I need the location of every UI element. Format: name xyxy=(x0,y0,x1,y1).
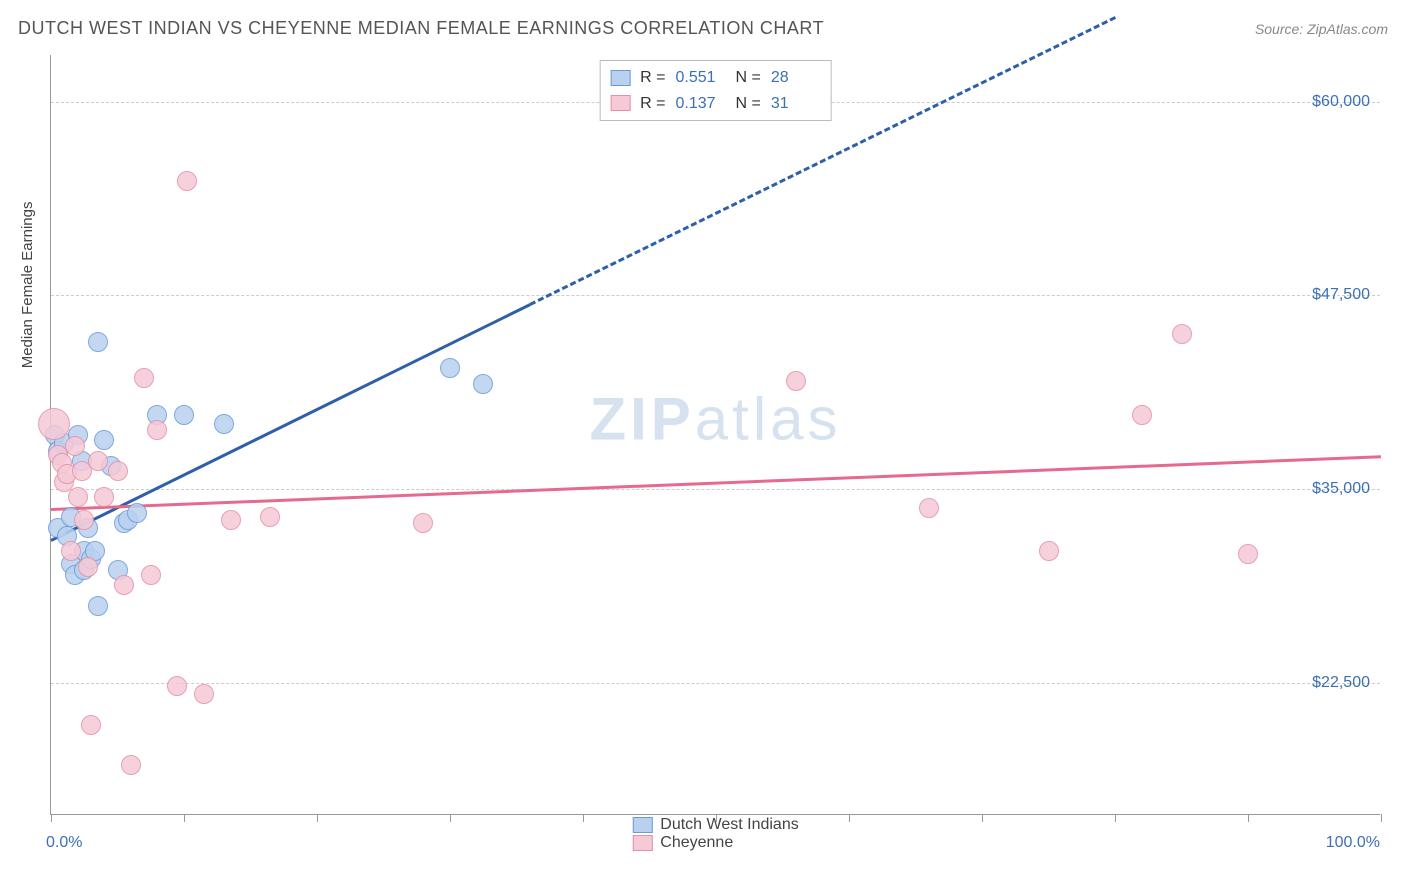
scatter-point-dwi xyxy=(473,374,493,394)
x-tick xyxy=(450,814,451,822)
legend-swatch xyxy=(610,70,630,86)
scatter-point-chy xyxy=(94,487,114,507)
legend-series: Dutch West IndiansCheyenne xyxy=(632,816,798,852)
plot-area: Median Female Earnings ZIPatlas $22,500$… xyxy=(50,55,1380,815)
y-tick-label: $60,000 xyxy=(1312,93,1370,111)
source-label: Source: ZipAtlas.com xyxy=(1255,21,1388,37)
n-value: 31 xyxy=(771,91,821,117)
scatter-point-chy xyxy=(167,676,187,696)
scatter-point-chy xyxy=(121,755,141,775)
scatter-point-chy xyxy=(65,436,85,456)
r-label: R = xyxy=(640,65,665,91)
legend-series-label: Cheyenne xyxy=(660,834,733,852)
scatter-point-chy xyxy=(221,510,241,530)
scatter-point-chy xyxy=(919,498,939,518)
scatter-point-chy xyxy=(74,510,94,530)
scatter-point-chy xyxy=(786,371,806,391)
scatter-point-chy xyxy=(81,715,101,735)
scatter-point-dwi xyxy=(88,332,108,352)
x-tick xyxy=(317,814,318,822)
scatter-point-chy xyxy=(114,575,134,595)
n-label: N = xyxy=(736,91,761,117)
scatter-point-chy xyxy=(134,368,154,388)
n-label: N = xyxy=(736,65,761,91)
scatter-point-chy xyxy=(194,684,214,704)
scatter-point-chy xyxy=(38,408,70,440)
scatter-point-chy xyxy=(108,461,128,481)
legend-swatch xyxy=(632,817,652,833)
title-bar: DUTCH WEST INDIAN VS CHEYENNE MEDIAN FEM… xyxy=(18,18,1388,39)
scatter-point-chy xyxy=(177,171,197,191)
r-label: R = xyxy=(640,91,665,117)
scatter-point-chy xyxy=(147,420,167,440)
scatter-point-chy xyxy=(1132,405,1152,425)
y-tick-label: $22,500 xyxy=(1312,674,1370,692)
y-tick-label: $35,000 xyxy=(1312,480,1370,498)
scatter-point-dwi xyxy=(174,405,194,425)
x-tick xyxy=(849,814,850,822)
chart-title: DUTCH WEST INDIAN VS CHEYENNE MEDIAN FEM… xyxy=(18,18,824,39)
y-tick-label: $47,500 xyxy=(1312,286,1370,304)
scatter-point-dwi xyxy=(440,358,460,378)
legend-series-item-chy: Cheyenne xyxy=(632,834,798,852)
legend-stats-row-dwi: R = 0.551 N = 28 xyxy=(610,65,821,91)
legend-swatch xyxy=(632,835,652,851)
legend-stats: R = 0.551 N = 28 R = 0.137 N = 31 xyxy=(599,60,832,121)
scatter-point-chy xyxy=(141,565,161,585)
trend-line xyxy=(51,455,1381,511)
legend-series-item-dwi: Dutch West Indians xyxy=(632,816,798,834)
scatter-point-dwi xyxy=(127,503,147,523)
scatter-point-dwi xyxy=(88,596,108,616)
x-axis-min-label: 0.0% xyxy=(46,834,82,852)
x-tick xyxy=(1381,814,1382,822)
scatter-point-chy xyxy=(1172,324,1192,344)
legend-swatch xyxy=(610,95,630,111)
x-tick xyxy=(51,814,52,822)
scatter-point-chy xyxy=(78,557,98,577)
x-tick xyxy=(1248,814,1249,822)
scatter-point-chy xyxy=(1238,544,1258,564)
x-tick xyxy=(583,814,584,822)
gridline xyxy=(51,683,1380,684)
x-tick xyxy=(1115,814,1116,822)
gridline xyxy=(51,489,1380,490)
scatter-point-chy xyxy=(88,451,108,471)
watermark: ZIPatlas xyxy=(589,385,841,454)
scatter-point-chy xyxy=(61,541,81,561)
r-value: 0.551 xyxy=(676,65,726,91)
r-value: 0.137 xyxy=(676,91,726,117)
legend-series-label: Dutch West Indians xyxy=(660,816,798,834)
legend-stats-row-chy: R = 0.137 N = 31 xyxy=(610,91,821,117)
scatter-point-chy xyxy=(1039,541,1059,561)
gridline xyxy=(51,295,1380,296)
scatter-point-dwi xyxy=(214,414,234,434)
x-tick xyxy=(184,814,185,822)
x-tick xyxy=(982,814,983,822)
scatter-point-chy xyxy=(413,513,433,533)
scatter-point-chy xyxy=(68,487,88,507)
scatter-point-dwi xyxy=(94,430,114,450)
n-value: 28 xyxy=(771,65,821,91)
y-axis-title: Median Female Earnings xyxy=(19,201,36,368)
x-axis-max-label: 100.0% xyxy=(1326,834,1380,852)
scatter-point-chy xyxy=(260,507,280,527)
